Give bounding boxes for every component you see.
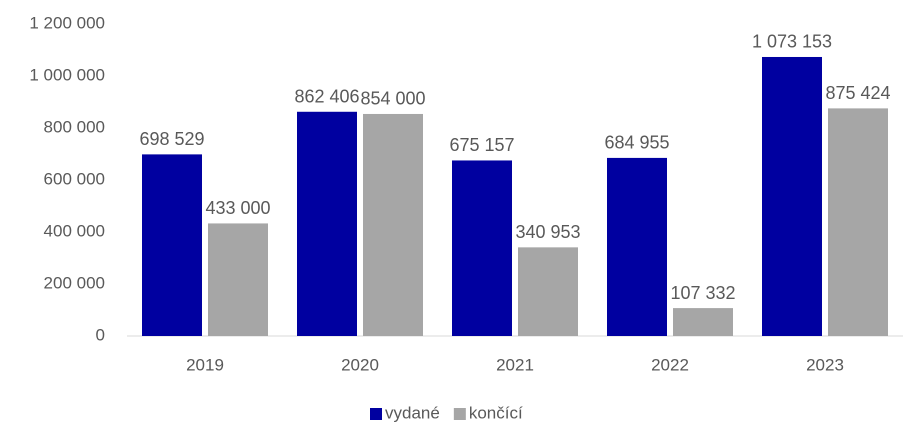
- bar: [607, 157, 667, 336]
- bar: [142, 154, 202, 336]
- y-tick-label: 0: [96, 325, 105, 344]
- y-tick-label: 600 000: [44, 169, 105, 188]
- y-tick-label: 1 000 000: [29, 65, 105, 84]
- y-tick-label: 200 000: [44, 273, 105, 292]
- value-label: 433 000: [205, 198, 270, 218]
- bar: [762, 56, 822, 336]
- y-tick-label: 1 200 000: [29, 13, 105, 32]
- x-tick-label: 2019: [186, 355, 224, 374]
- y-tick-label: 800 000: [44, 117, 105, 136]
- legend-swatch: [370, 408, 382, 420]
- legend-label: vydané: [385, 403, 440, 422]
- bar: [363, 113, 423, 337]
- value-label: 675 157: [449, 135, 514, 155]
- x-tick-label: 2021: [496, 355, 534, 374]
- value-label: 862 406: [294, 87, 359, 107]
- value-label: 698 529: [139, 129, 204, 149]
- bar: [208, 223, 268, 336]
- bar: [673, 308, 733, 336]
- x-tick-label: 2020: [341, 355, 379, 374]
- value-label: 875 424: [825, 83, 890, 103]
- bar: [518, 247, 578, 336]
- x-tick-label: 2022: [651, 355, 689, 374]
- value-label: 107 332: [670, 283, 735, 303]
- value-label: 340 953: [515, 222, 580, 242]
- value-label: 684 955: [604, 133, 669, 153]
- bar: [828, 108, 888, 336]
- bar: [297, 111, 357, 336]
- x-tick-label: 2023: [806, 355, 844, 374]
- y-tick-label: 400 000: [44, 221, 105, 240]
- value-label: 1 073 153: [752, 32, 832, 52]
- legend-label: končící: [469, 403, 523, 422]
- value-label: 854 000: [360, 89, 425, 109]
- bar: [452, 160, 512, 336]
- legend-swatch: [453, 408, 466, 420]
